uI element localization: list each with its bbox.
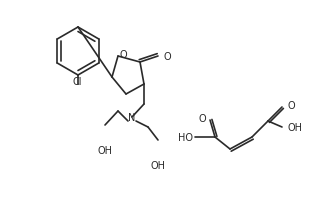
Text: OH: OH — [287, 122, 302, 132]
Text: O: O — [198, 113, 206, 123]
Text: OH: OH — [150, 160, 165, 170]
Text: HO: HO — [178, 132, 193, 142]
Text: O: O — [164, 52, 172, 62]
Text: Cl: Cl — [72, 77, 82, 87]
Text: O: O — [120, 50, 128, 60]
Text: OH: OH — [97, 145, 113, 155]
Text: N: N — [128, 112, 136, 122]
Text: O: O — [287, 100, 294, 110]
